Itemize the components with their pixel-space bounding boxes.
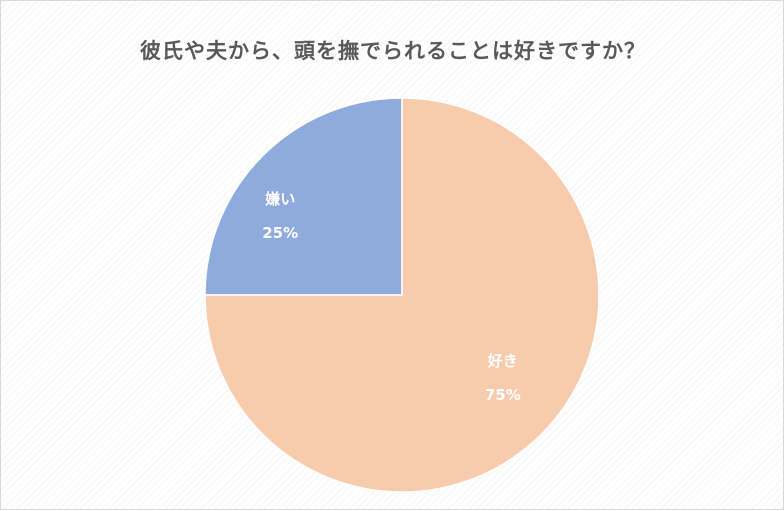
chart-title: 彼氏や夫から、頭を撫でられることは好きですか？ (140, 39, 646, 63)
slice-category-label: 好き (487, 352, 518, 370)
slice-category-label: 嫌い (264, 190, 295, 208)
slice-percent-label: 75% (485, 386, 521, 404)
pie-slice-75 (204, 97, 600, 493)
slice-percent-label: 25% (262, 224, 298, 242)
pie-labels: 嫌い 25% 好き 75% (262, 190, 520, 404)
pie-slice-25 (204, 97, 403, 296)
pie-slices (204, 97, 600, 493)
